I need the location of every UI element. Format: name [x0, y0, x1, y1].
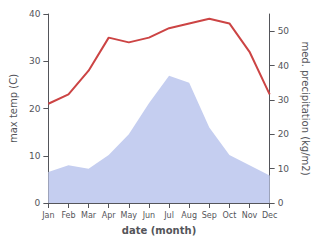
- svg-text:40: 40: [278, 61, 290, 71]
- svg-text:0: 0: [278, 198, 284, 208]
- svg-text:30: 30: [29, 56, 41, 66]
- svg-text:0: 0: [35, 198, 41, 208]
- svg-text:date (month): date (month): [122, 225, 196, 236]
- svg-text:Apr: Apr: [102, 211, 117, 220]
- svg-text:Oct: Oct: [222, 211, 236, 220]
- svg-text:Jan: Jan: [41, 211, 54, 220]
- svg-text:Aug: Aug: [181, 211, 197, 220]
- svg-text:10: 10: [29, 151, 41, 161]
- svg-text:30: 30: [278, 95, 290, 105]
- svg-text:May: May: [121, 211, 138, 220]
- svg-text:Nov: Nov: [242, 211, 258, 220]
- svg-text:Jun: Jun: [142, 211, 156, 220]
- svg-text:Sep: Sep: [202, 211, 217, 220]
- svg-text:20: 20: [278, 129, 290, 139]
- svg-text:Feb: Feb: [61, 211, 75, 220]
- svg-text:med. precipitation (kg/m2): med. precipitation (kg/m2): [300, 41, 311, 175]
- svg-text:Mar: Mar: [81, 211, 97, 220]
- svg-text:max temp (C): max temp (C): [8, 74, 19, 143]
- svg-text:20: 20: [29, 104, 41, 114]
- svg-text:40: 40: [29, 9, 41, 19]
- svg-text:Dec: Dec: [262, 211, 277, 220]
- svg-text:10: 10: [278, 164, 290, 174]
- svg-text:Jul: Jul: [163, 211, 174, 220]
- svg-text:50: 50: [278, 26, 290, 36]
